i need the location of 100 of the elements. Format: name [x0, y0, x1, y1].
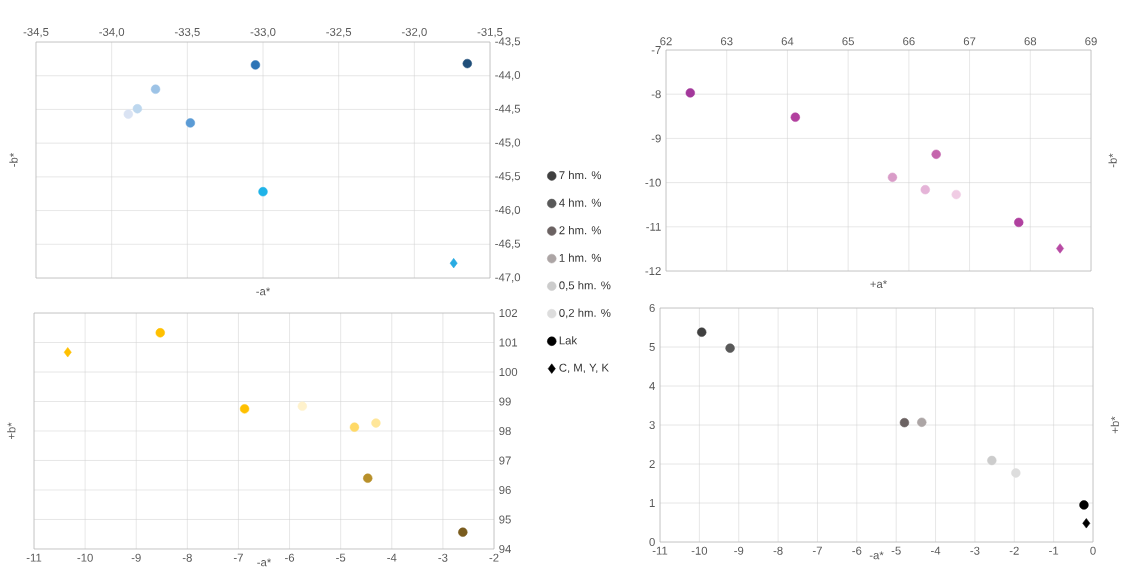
x-tick-label: -5	[891, 546, 901, 555]
point	[458, 527, 468, 537]
point	[449, 258, 458, 269]
point	[185, 118, 196, 128]
x-tick-label: 69	[1085, 37, 1097, 46]
x-tick-label: -5	[336, 553, 346, 562]
x-tick-label: -4	[931, 546, 941, 555]
x-tick-label: 67	[963, 37, 976, 46]
x-tick-label: -3	[438, 553, 448, 562]
point	[887, 172, 898, 182]
y-axis-title: -b*	[1108, 153, 1117, 168]
x-axis-title: -a*	[869, 551, 884, 560]
point	[462, 58, 472, 69]
x-tick-label: -10	[77, 553, 93, 562]
y-tick-label: -46,5	[495, 239, 521, 249]
point	[239, 404, 250, 414]
legend-label: 0,5 hm. %	[559, 281, 611, 291]
point	[258, 187, 268, 197]
y-tick-label: 2	[649, 460, 655, 468]
x-tick-label: -10	[691, 546, 708, 555]
point	[63, 347, 72, 358]
y-tick-label: 101	[499, 338, 518, 347]
x-tick-label: -8	[182, 553, 192, 562]
x-axis-title: -a*	[256, 287, 271, 296]
x-tick-label: -7	[233, 553, 243, 562]
y-tick-label: 95	[499, 515, 511, 524]
y-tick-label: 1	[649, 499, 655, 507]
x-axis-title: -a*	[257, 558, 272, 567]
point	[951, 189, 961, 200]
x-tick-label: -32,0	[401, 27, 427, 38]
point	[685, 88, 695, 98]
x-tick-label: -9	[734, 546, 744, 555]
y-tick-label: -11	[646, 222, 661, 231]
y-tick-label: 94	[499, 544, 511, 553]
x-tick-label: -1	[1049, 546, 1059, 555]
x-tick-label: -32,5	[326, 27, 352, 38]
y-tick-label: 96	[499, 485, 511, 494]
y-tick-label: -12	[645, 267, 661, 275]
y-axis-title: -b*	[9, 152, 18, 167]
point	[1082, 518, 1091, 529]
x-tick-label: -4	[387, 553, 397, 562]
y-tick-label: 102	[499, 309, 518, 318]
x-tick-label: -6	[285, 553, 295, 562]
point	[920, 185, 930, 195]
x-tick-label: -7	[812, 546, 822, 555]
y-tick-label: -45,5	[495, 172, 521, 182]
x-tick-label: -6	[852, 546, 862, 555]
y-tick-label: 5	[649, 343, 655, 351]
x-tick-label: -11	[26, 553, 42, 562]
y-axis-title: +b*	[1110, 416, 1120, 434]
point	[349, 422, 360, 432]
y-tick-label: -10	[645, 178, 661, 187]
legend-label: 4 hm. %	[559, 198, 602, 207]
x-tick-label: -9	[131, 553, 141, 562]
y-tick-label: 97	[499, 456, 511, 465]
x-tick-label: -3	[970, 546, 980, 555]
y-tick-label: -45,0	[495, 138, 521, 148]
x-tick-label: -34,5	[23, 27, 49, 38]
point	[1011, 468, 1021, 478]
point	[725, 343, 735, 353]
y-tick-label: -7	[651, 46, 661, 54]
point	[1014, 217, 1024, 228]
x-tick-label: 0	[1090, 546, 1096, 555]
y-tick-label: 4	[649, 382, 655, 390]
x-tick-label: -33,0	[250, 27, 276, 38]
y-tick-label: 100	[499, 368, 518, 377]
point	[123, 109, 133, 119]
point	[132, 104, 143, 114]
point	[1079, 500, 1089, 510]
legend-label: C, M, Y, K	[559, 363, 609, 374]
y-tick-label: -46,0	[495, 205, 521, 216]
legend-label: 1 hm. %	[559, 253, 602, 262]
y-axis-title: +b*	[7, 422, 16, 440]
x-tick-label: -31,5	[477, 27, 503, 38]
y-tick-label: -44,5	[495, 104, 521, 115]
y-tick-label: 3	[649, 421, 655, 430]
point	[917, 417, 927, 427]
legend-label: 0,2 hm. %	[559, 308, 611, 319]
point	[1056, 243, 1064, 254]
point	[899, 417, 910, 428]
point	[790, 112, 800, 122]
x-tick-label: -2	[1009, 546, 1019, 555]
point	[363, 473, 373, 483]
point	[155, 328, 165, 338]
point	[371, 418, 381, 428]
y-tick-label: 0	[649, 538, 655, 547]
x-tick-label: 62	[660, 37, 672, 46]
x-tick-label: -8	[773, 546, 783, 555]
y-tick-label: -43,5	[495, 37, 521, 47]
point	[250, 60, 261, 70]
point	[697, 327, 707, 337]
y-tick-label: -44,0	[495, 71, 521, 81]
x-tick-label: 64	[781, 37, 794, 46]
x-tick-label: -34,0	[99, 27, 125, 38]
x-tick-label: -33,5	[174, 27, 200, 38]
x-tick-label: 68	[1024, 37, 1037, 46]
x-tick-label: 66	[903, 37, 915, 46]
x-tick-label: 65	[842, 37, 854, 46]
point	[987, 455, 997, 466]
point	[150, 84, 161, 94]
